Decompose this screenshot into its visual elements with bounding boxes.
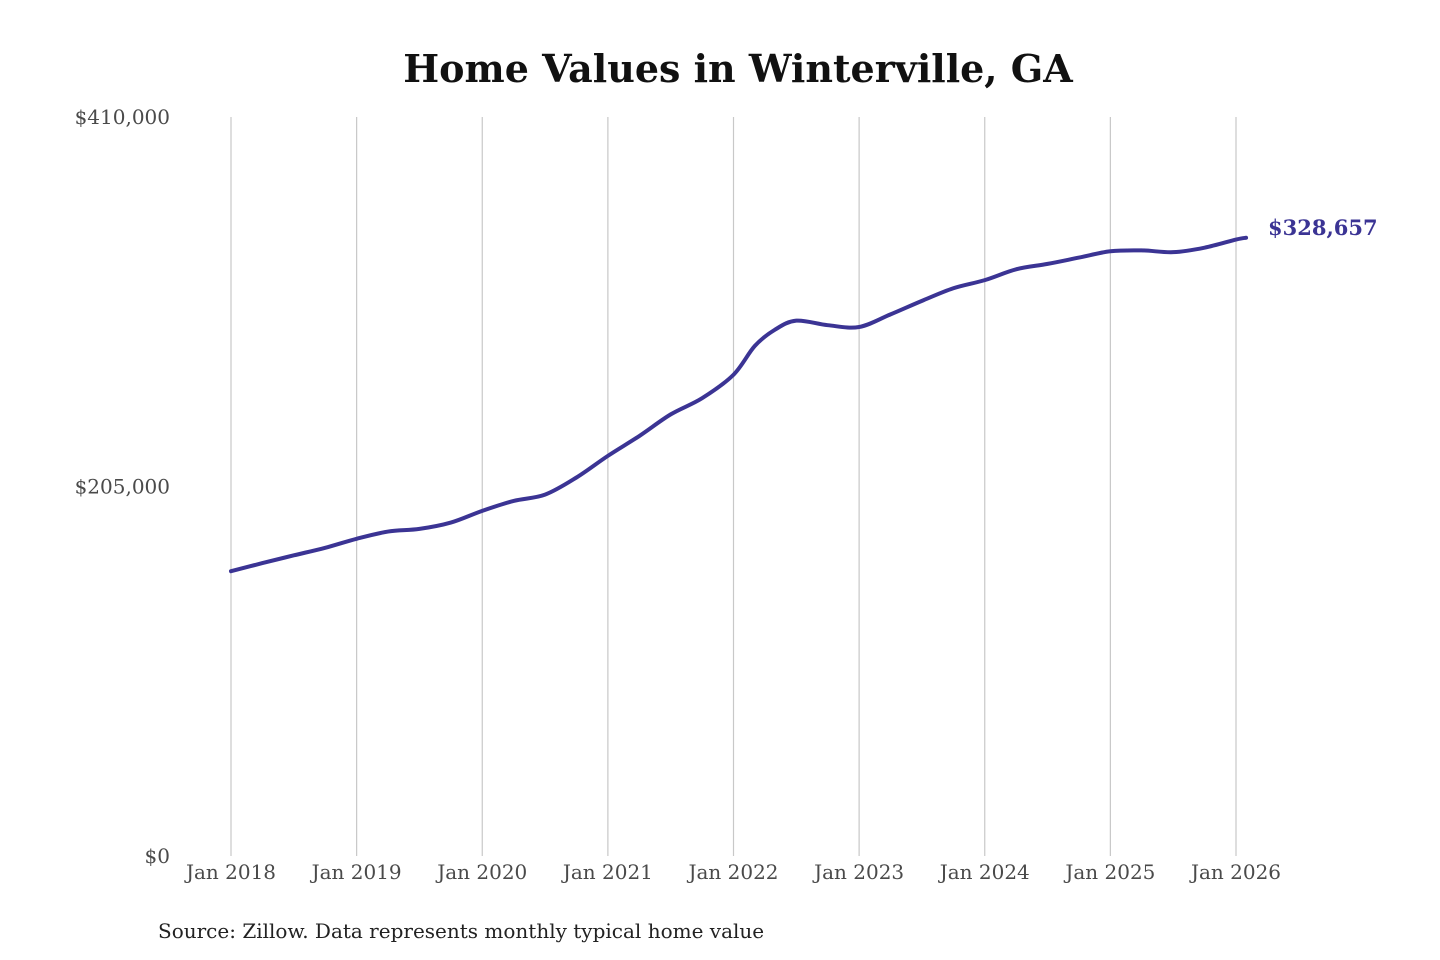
source-note: Source: Zillow. Data represents monthly … <box>158 919 764 943</box>
x-tick-label: Jan 2025 <box>1063 860 1155 884</box>
x-tick-label: Jan 2020 <box>435 860 527 884</box>
latest-value-label: $328,657 <box>1268 215 1378 240</box>
y-tick-label: $410,000 <box>75 105 170 129</box>
y-axis-tick-labels: $0 $205,000 $410,000 <box>75 105 170 868</box>
y-tick-label: $0 <box>145 844 170 868</box>
x-tick-label: Jan 2023 <box>812 860 904 884</box>
series-line <box>229 235 1249 574</box>
x-tick-label: Jan 2018 <box>184 860 276 884</box>
x-tick-label: Jan 2022 <box>686 860 778 884</box>
chart-title: Home Values in Winterville, GA <box>403 46 1073 91</box>
x-tick-label: Jan 2024 <box>938 860 1030 884</box>
x-tick-label: Jan 2019 <box>310 860 402 884</box>
x-tick-label: Jan 2026 <box>1189 860 1281 884</box>
x-tick-label: Jan 2021 <box>561 860 653 884</box>
x-axis-tick-labels: Jan 2018 Jan 2019 Jan 2020 Jan 2021 Jan 2022… <box>184 860 1281 884</box>
grid-lines <box>230 117 1237 856</box>
series-layer <box>229 235 1249 574</box>
y-tick-label: $205,000 <box>75 475 170 499</box>
